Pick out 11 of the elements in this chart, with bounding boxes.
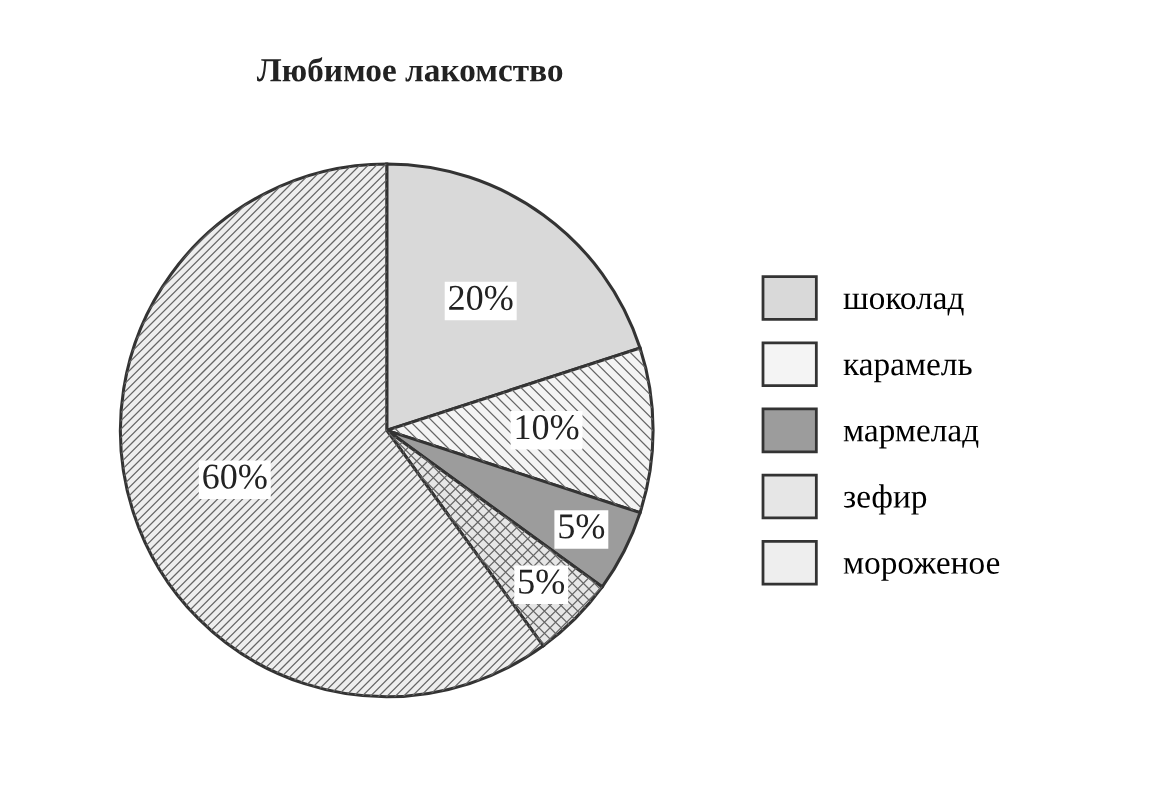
legend-label: карамель [843,359,972,383]
data-label: 5% [519,569,565,594]
legend-label: мармелад [843,425,979,449]
legend-label: мороженое [843,557,1000,581]
data-label: 20% [449,285,513,311]
data-label: 10% [516,415,579,440]
legend-label: шоколад [843,293,964,316]
data-label: 60% [203,464,267,489]
data-label: 5% [559,514,605,539]
chart-title: Любимое лакомство [256,57,563,82]
legend-label: зефир [843,484,927,515]
